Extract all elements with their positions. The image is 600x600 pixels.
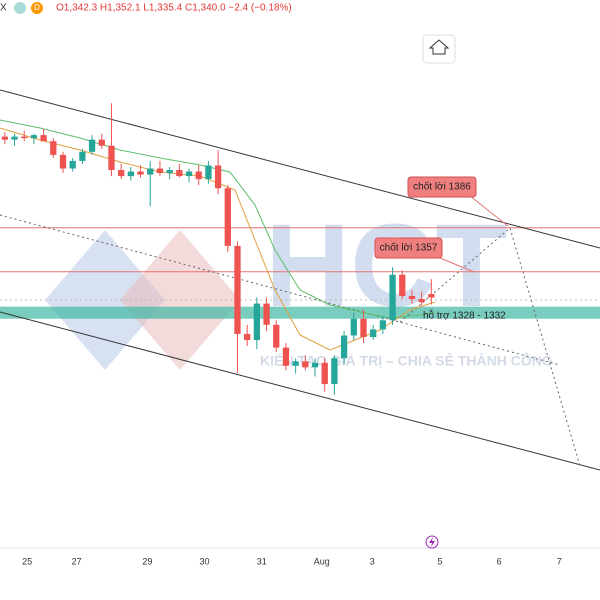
candle-body xyxy=(321,362,328,385)
candle-body xyxy=(389,274,396,321)
candle-body xyxy=(350,318,357,336)
candle-body xyxy=(79,151,86,161)
candle-body xyxy=(224,188,231,246)
annotation-bubble xyxy=(407,176,477,198)
arrow xyxy=(469,195,509,227)
over-layer: chốt lời 1386 chốt lời 1357 hỗ trợ 1328 - … xyxy=(0,2,600,566)
scroll-up-icon xyxy=(428,39,450,55)
x-tick-label: 29 xyxy=(142,556,152,566)
support-zone xyxy=(0,306,600,319)
interval-badge-bg xyxy=(31,2,43,14)
x-tick-label: 6 xyxy=(497,556,502,566)
interval-badge: D xyxy=(34,3,40,12)
projection xyxy=(399,227,581,467)
x-tick-label: 5 xyxy=(438,556,443,566)
x-tick-label: 3 xyxy=(370,556,375,566)
candle-body xyxy=(292,361,299,366)
candle-body xyxy=(263,303,270,325)
event-icon-bolt xyxy=(429,537,435,547)
candle-body xyxy=(50,141,57,155)
candle-body xyxy=(282,347,290,366)
candle-body xyxy=(88,139,96,152)
channel-bottom xyxy=(0,311,600,471)
candle-body xyxy=(214,165,222,189)
candle-body xyxy=(311,362,319,368)
candle-body xyxy=(40,135,47,142)
x-tick-label: Aug xyxy=(314,556,330,566)
candle-body xyxy=(127,171,135,177)
candle-body xyxy=(370,329,377,337)
candle-body xyxy=(244,333,251,341)
annotation: chốt lời 1386 xyxy=(413,181,471,193)
symbol: X xyxy=(0,3,7,14)
candle-body xyxy=(340,335,348,359)
x-tick-label: 30 xyxy=(200,556,210,566)
candle-body xyxy=(234,245,241,334)
x-tick-label: 7 xyxy=(557,556,562,566)
status-dot xyxy=(14,2,26,14)
candle-body xyxy=(428,294,435,298)
candle-body xyxy=(253,303,261,341)
candle-body xyxy=(418,299,425,303)
candle-body xyxy=(176,170,183,177)
candle-body xyxy=(69,160,76,169)
candle-body xyxy=(59,154,67,169)
candle-body xyxy=(195,171,202,180)
candle-body xyxy=(166,170,173,174)
candle-body xyxy=(98,139,105,146)
candle-body xyxy=(360,318,367,337)
channel-top xyxy=(0,89,600,249)
arrow xyxy=(439,257,475,273)
candle-body xyxy=(1,136,8,140)
candle-body xyxy=(331,358,338,385)
x-tick-label: 31 xyxy=(257,556,267,566)
candle-body xyxy=(273,324,280,348)
candle-body xyxy=(30,135,38,139)
candle-body xyxy=(137,171,144,175)
annotation: hỗ trợ 1328 - 1332 xyxy=(423,309,506,322)
dotted-trend xyxy=(0,214,561,366)
candle-body xyxy=(408,296,416,300)
candle-body xyxy=(379,320,387,330)
x-tick-label: 27 xyxy=(72,556,82,566)
candle-body xyxy=(118,170,125,177)
candle-body xyxy=(399,274,406,297)
candle-body xyxy=(147,168,154,175)
candle-body xyxy=(156,168,164,174)
annotation: chốt lời 1357 xyxy=(380,242,438,254)
annotation-bubble xyxy=(374,237,443,259)
candle-body xyxy=(205,165,212,180)
marks-layer xyxy=(1,103,435,395)
x-tick-label: 25 xyxy=(22,556,32,566)
candle-body xyxy=(11,136,18,140)
candle-body xyxy=(21,136,28,139)
candle-body xyxy=(302,361,309,368)
candle-body xyxy=(108,145,115,171)
candle-body xyxy=(185,171,193,177)
scroll-up-button[interactable] xyxy=(422,34,456,64)
ohlc-header: O1,342.3 H1,352.1 L1,335.4 C1,340.0 −2.4… xyxy=(56,3,292,14)
